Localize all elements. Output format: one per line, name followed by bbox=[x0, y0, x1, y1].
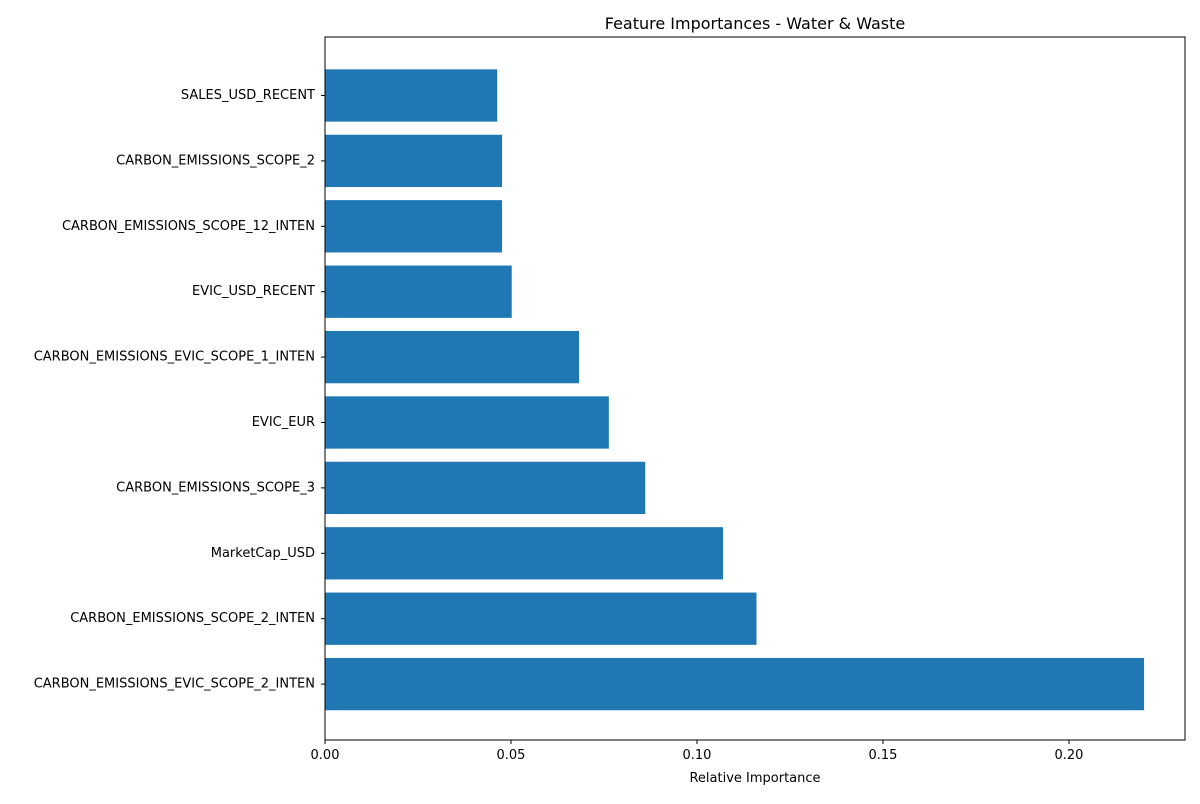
y-tick-labels: SALES_USD_RECENT CARBON_EMISSIONS_SCOPE_2… bbox=[34, 88, 325, 692]
bar bbox=[325, 69, 498, 122]
y-tick-label: SALES_USD_RECENT bbox=[181, 88, 315, 103]
bar bbox=[325, 200, 503, 253]
bar bbox=[325, 134, 503, 188]
x-tick-label: 0.10 bbox=[682, 748, 711, 763]
y-tick-label: CARBON_EMISSIONS_EVIC_SCOPE_2_INTEN bbox=[34, 677, 315, 692]
bar bbox=[325, 461, 646, 515]
axes-frame bbox=[324, 36, 1186, 741]
bar bbox=[325, 265, 512, 318]
x-axis-title: Relative Importance bbox=[689, 771, 820, 786]
bars-group bbox=[325, 69, 1145, 711]
x-tick-label: 0.15 bbox=[868, 748, 897, 763]
y-tick-label: CARBON_EMISSIONS_SCOPE_3 bbox=[116, 480, 315, 495]
y-tick-label: MarketCap_USD bbox=[211, 546, 315, 561]
chart-title: Feature Importances - Water & Waste bbox=[605, 14, 906, 33]
y-tick-label: CARBON_EMISSIONS_SCOPE_2 bbox=[116, 153, 315, 168]
y-tick-label: CARBON_EMISSIONS_SCOPE_12_INTEN bbox=[62, 219, 315, 234]
bar bbox=[325, 396, 609, 449]
bar bbox=[325, 330, 580, 384]
y-tick-label: EVIC_USD_RECENT bbox=[192, 284, 315, 299]
x-tick-label: 0.05 bbox=[497, 748, 526, 763]
y-tick-label: EVIC_EUR bbox=[252, 415, 315, 430]
x-ticks: 0.00 0.05 0.10 0.15 0.20 bbox=[311, 740, 1083, 763]
y-tick-label: CARBON_EMISSIONS_SCOPE_2_INTEN bbox=[70, 611, 315, 626]
bar bbox=[325, 592, 757, 645]
bar bbox=[325, 657, 1145, 711]
x-tick-label: 0.00 bbox=[311, 748, 340, 763]
y-tick-label: CARBON_EMISSIONS_EVIC_SCOPE_1_INTEN bbox=[34, 350, 315, 365]
x-tick-label: 0.20 bbox=[1054, 748, 1083, 763]
bar bbox=[325, 527, 724, 580]
